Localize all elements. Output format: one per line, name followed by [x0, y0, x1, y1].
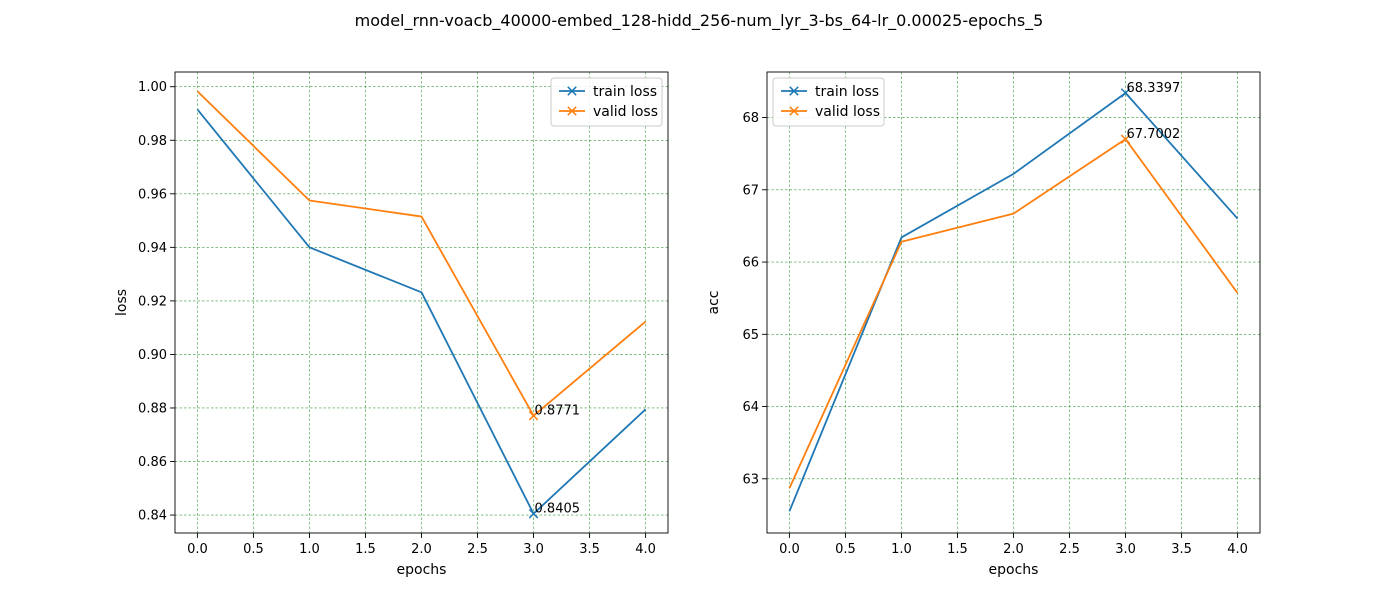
x-axis-label: epochs — [989, 562, 1039, 578]
y-tick-label: 68 — [742, 111, 759, 126]
y-tick-label: 65 — [742, 328, 759, 343]
y-tick-label: 0.96 — [138, 187, 167, 202]
legend-marker — [567, 86, 577, 96]
train-series-line — [788, 92, 1239, 512]
x-tick-label: 2.5 — [467, 542, 488, 557]
data-point-marker — [1120, 88, 1131, 98]
data-label: 68.3397 — [1127, 81, 1181, 96]
data-label: 67.7002 — [1127, 127, 1181, 142]
x-tick-label: 0.5 — [243, 542, 264, 557]
data-point-marker — [528, 411, 539, 421]
y-tick-label: 67 — [742, 183, 759, 198]
x-tick-label: 3.0 — [523, 542, 544, 557]
y-tick-label: 1.00 — [138, 80, 167, 95]
valid-series-line — [788, 138, 1239, 489]
data-label: 0.8405 — [535, 502, 581, 517]
y-axis-label: loss — [114, 289, 130, 316]
x-tick-label: 4.0 — [635, 542, 656, 557]
y-axis-label: acc — [706, 291, 722, 315]
legend-label: train loss — [815, 84, 879, 100]
x-tick-label: 1.5 — [947, 542, 968, 557]
y-tick-label: 64 — [742, 400, 759, 415]
axes-frame — [766, 71, 1261, 534]
legend-label: valid loss — [815, 104, 880, 120]
x-tick-label: 1.0 — [299, 542, 320, 557]
y-tick-label: 0.84 — [138, 509, 167, 524]
x-tick-label: 0.5 — [835, 542, 856, 557]
x-tick-label: 1.0 — [891, 542, 912, 557]
y-tick-label: 0.98 — [138, 134, 167, 149]
legend: train loss valid loss — [772, 77, 885, 127]
x-tick-label: 0.0 — [187, 542, 208, 557]
y-tick-label: 66 — [742, 256, 759, 271]
legend-label: valid loss — [593, 104, 658, 120]
data-point-marker — [1120, 134, 1131, 144]
figure-title: model_rnn-voacb_40000-embed_128-hidd_256… — [355, 11, 1044, 31]
x-tick-label: 3.5 — [579, 542, 600, 557]
y-tick-label: 0.88 — [138, 401, 167, 416]
x-axis-label: epochs — [397, 562, 447, 578]
y-tick-label: 0.94 — [138, 241, 167, 256]
legend-label: train loss — [593, 84, 657, 100]
x-tick-label: 3.0 — [1115, 542, 1136, 557]
legend-box — [772, 77, 885, 127]
x-tick-label: 2.5 — [1059, 542, 1080, 557]
data-label: 0.8771 — [535, 404, 581, 419]
data-point-marker — [528, 508, 539, 519]
legend: train loss valid loss — [550, 77, 663, 127]
accuracy-plot: 0.0 0.5 1.0 1.5 2.0 2.5 3.0 3.5 4.0 63 64 65 66 67 68 e… — [706, 71, 1261, 578]
y-tick-label: 0.90 — [138, 348, 167, 363]
valid-series-line — [196, 90, 647, 417]
legend-marker — [567, 106, 577, 116]
y-tick-label: 63 — [742, 472, 759, 487]
x-tick-label: 2.0 — [411, 542, 432, 557]
y-tick-label: 0.92 — [138, 294, 167, 309]
x-tick-label: 3.5 — [1171, 542, 1192, 557]
train-series-line — [196, 108, 647, 515]
x-tick-label: 0.0 — [779, 542, 800, 557]
axes-frame — [174, 71, 669, 534]
x-tick-label: 2.0 — [1003, 542, 1024, 557]
x-tick-label: 4.0 — [1227, 542, 1248, 557]
loss-plot: 0.0 0.5 1.0 1.5 2.0 2.5 3.0 3.5 4.0 0.84 0.86 0.88 0… — [114, 71, 669, 578]
legend-marker — [789, 86, 799, 96]
legend-marker — [789, 106, 799, 116]
legend-box — [550, 77, 663, 127]
x-tick-label: 1.5 — [355, 542, 376, 557]
y-tick-label: 0.86 — [138, 455, 167, 470]
